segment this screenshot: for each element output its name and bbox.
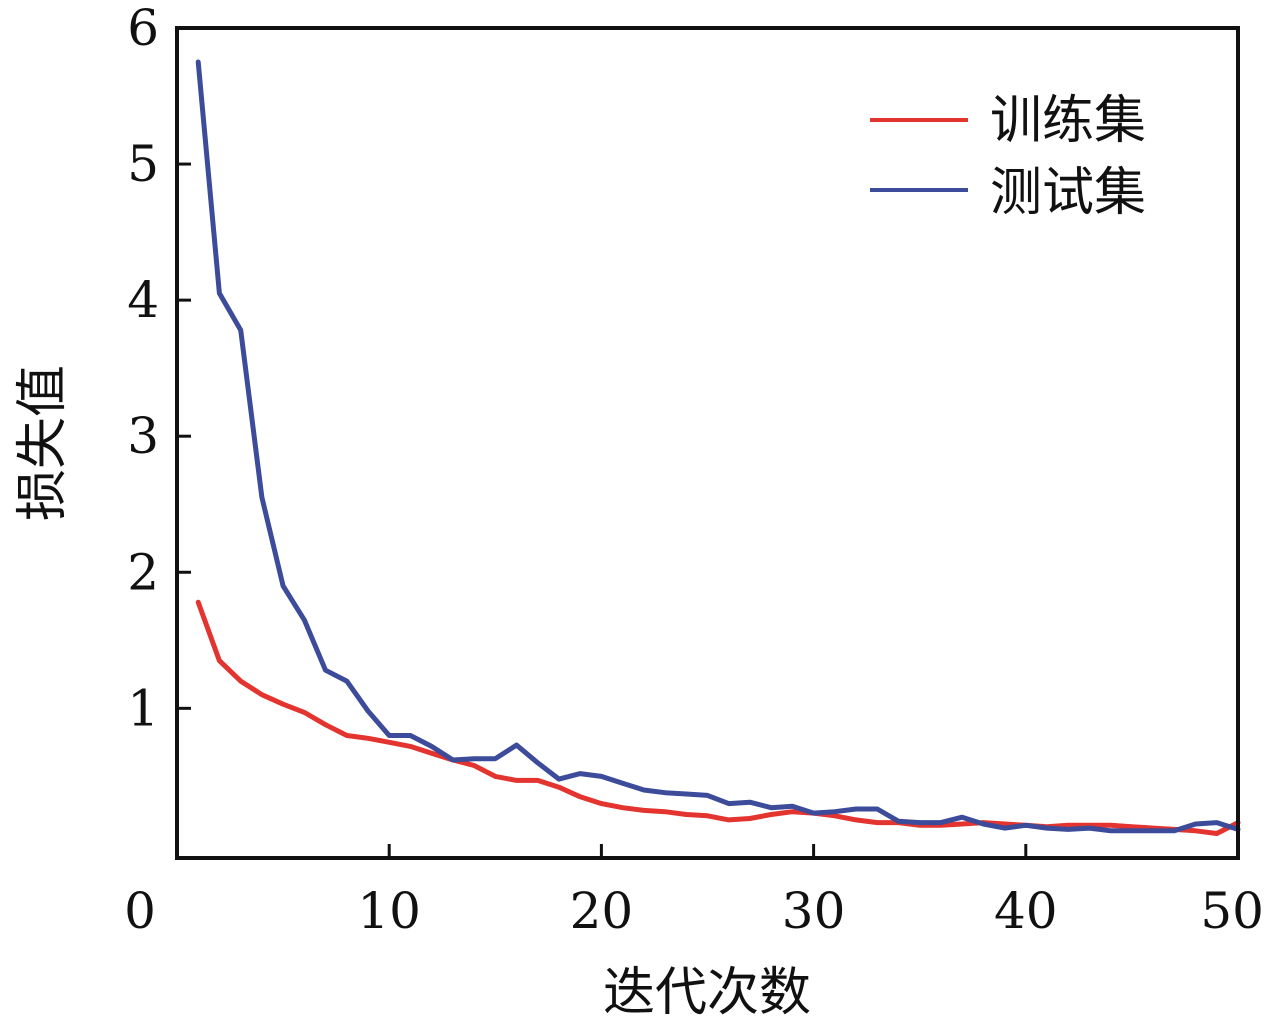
x-tick-label: 20 [570, 882, 634, 940]
x-axis-title: 迭代次数 [603, 963, 811, 1018]
y-tick-label: 1 [127, 679, 159, 737]
y-tick-label: 5 [127, 135, 159, 193]
series-line-test [195, 59, 1241, 834]
x-tick-label: 30 [782, 882, 846, 940]
y-axis-ticks: 1 2 3 4 5 6 [127, 0, 191, 737]
x-tick-label: 0 [124, 882, 156, 940]
legend: 训练集 测试集 [870, 91, 1146, 223]
plot-lines [195, 59, 1241, 836]
legend-label-test: 测试集 [990, 163, 1146, 223]
y-axis-title: 损失值 [13, 365, 73, 521]
x-axis-ticks: 0 10 20 30 40 50 [124, 844, 1264, 940]
y-tick-label: 4 [127, 271, 159, 329]
x-tick-label: 10 [357, 882, 421, 940]
legend-label-train: 训练集 [990, 91, 1146, 151]
y-tick-label: 3 [127, 407, 159, 465]
plot-frame [175, 26, 1240, 860]
series-line-train [195, 599, 1241, 836]
x-tick-label: 50 [1200, 882, 1264, 940]
y-tick-label: 6 [127, 0, 159, 57]
x-tick-label: 40 [994, 882, 1058, 940]
y-tick-label: 2 [127, 543, 159, 601]
